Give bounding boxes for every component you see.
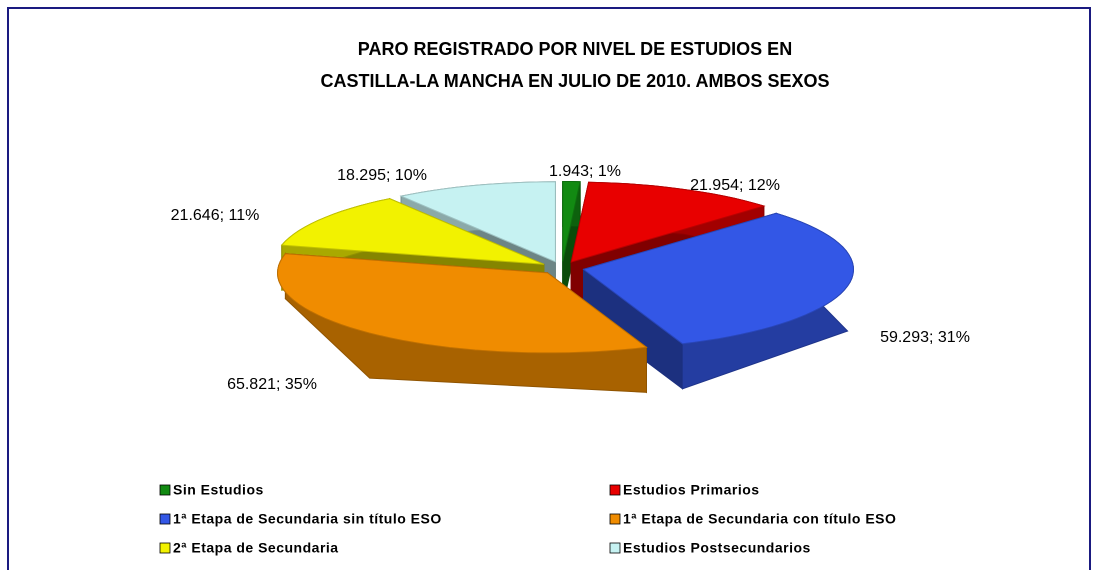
legend-swatch: [159, 513, 171, 525]
chart-title: CASTILLA-LA MANCHA EN JULIO DE 2010. AMB…: [320, 71, 829, 91]
legend-swatch: [609, 513, 621, 525]
legend-label: 1ª Etapa de Secundaria sin título ESO: [173, 511, 442, 527]
legend-label: 1ª Etapa de Secundaria con título ESO: [623, 511, 896, 527]
slice: [570, 181, 766, 263]
slice: [399, 181, 556, 263]
data-label: 65.821; 35%: [227, 376, 317, 393]
chart-title: PARO REGISTRADO POR NIVEL DE ESTUDIOS EN: [358, 39, 792, 59]
slice: [562, 181, 581, 262]
legend-swatch: [159, 542, 171, 554]
slice: [280, 198, 545, 265]
legend-label: 2ª Etapa de Secundaria: [173, 540, 339, 556]
legend-swatch: [609, 542, 621, 554]
legend-label: Estudios Postsecundarios: [623, 540, 811, 556]
data-label: 1.943; 1%: [549, 163, 621, 180]
legend-label: Estudios Primarios: [623, 482, 760, 498]
legend-swatch: [159, 484, 171, 496]
legend-swatch: [609, 484, 621, 496]
data-label: 21.646; 11%: [171, 207, 260, 224]
legend-label: Sin Estudios: [173, 482, 264, 498]
slice: [582, 212, 855, 345]
data-label: 21.954; 12%: [690, 177, 780, 194]
slice: [276, 253, 648, 354]
data-label: 59.293; 31%: [880, 329, 970, 346]
data-label: 18.295; 10%: [337, 167, 427, 184]
